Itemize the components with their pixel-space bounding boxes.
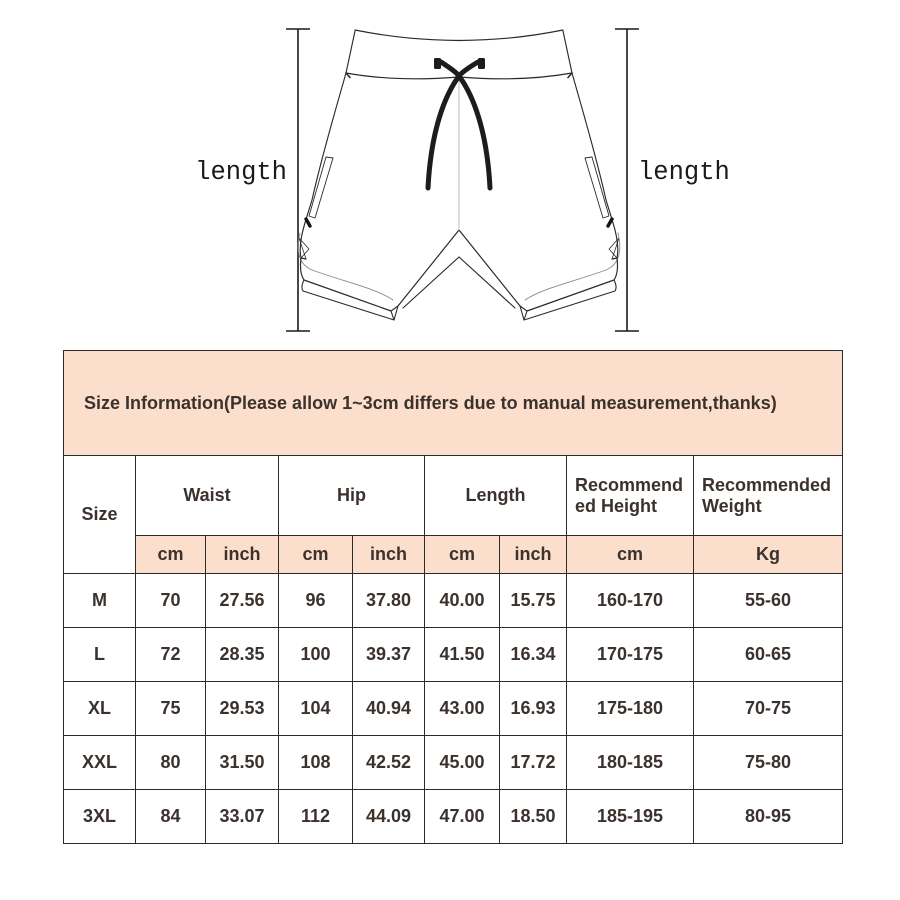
svg-text:length: length bbox=[195, 158, 287, 187]
svg-text:length: length bbox=[638, 158, 730, 187]
